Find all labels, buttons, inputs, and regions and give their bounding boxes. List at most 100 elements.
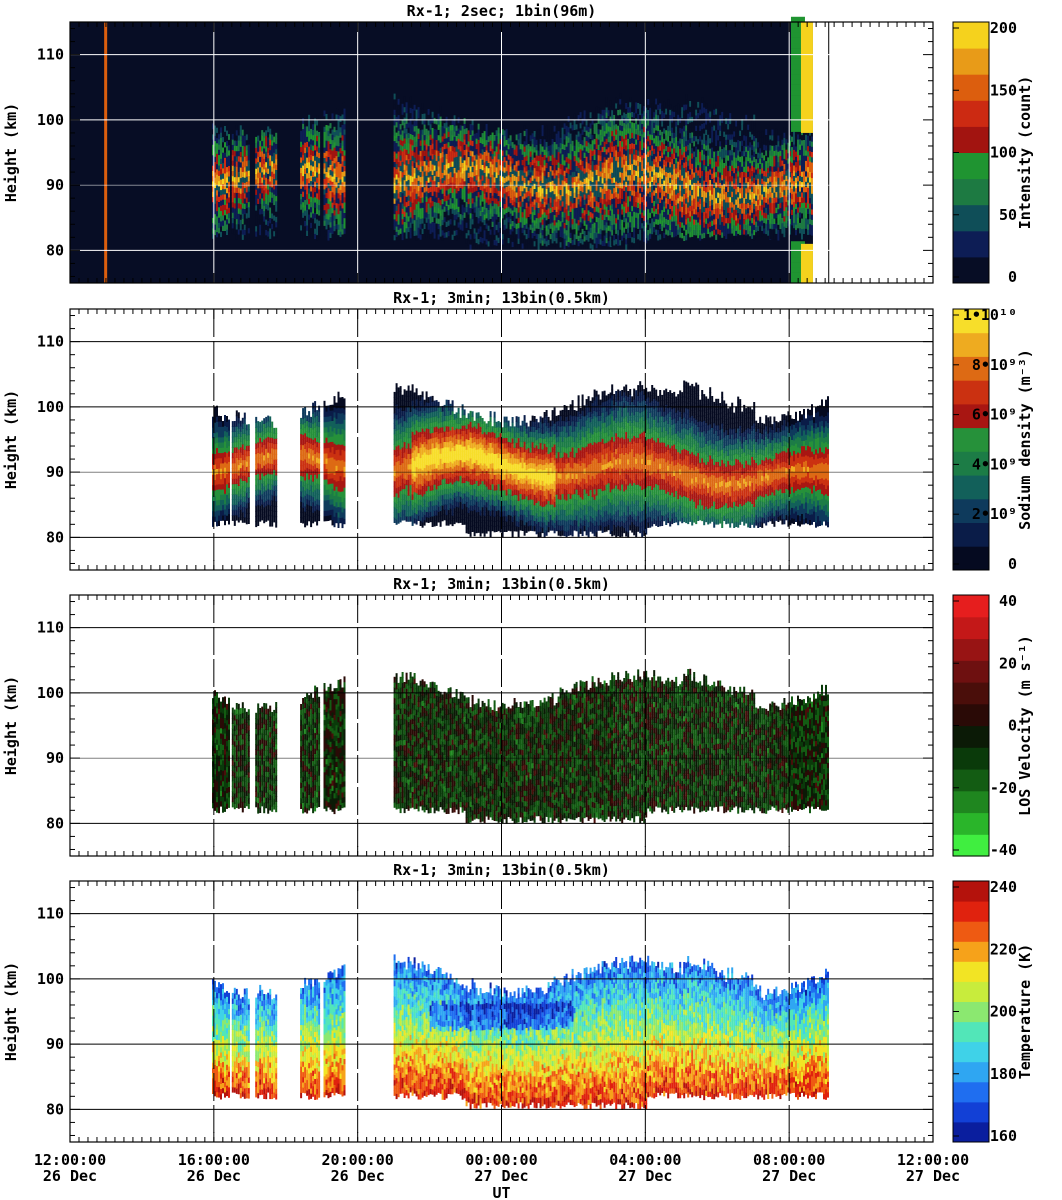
data-cell <box>265 203 267 209</box>
data-cell <box>400 218 402 224</box>
data-cell <box>606 227 608 233</box>
data-cell <box>269 160 271 166</box>
data-cell <box>600 129 602 135</box>
data-cell <box>556 217 558 223</box>
data-cell <box>442 193 444 199</box>
data-cell <box>480 210 482 216</box>
data-cell <box>328 219 330 225</box>
data-cell <box>273 158 275 164</box>
data-cell <box>598 155 600 161</box>
data-cell <box>420 229 422 235</box>
data-cell <box>675 142 677 148</box>
data-cell <box>613 219 615 225</box>
data-cell <box>598 129 600 135</box>
data-cell <box>342 161 344 167</box>
data-cell <box>265 188 267 194</box>
data-cell <box>683 225 685 231</box>
data-cell <box>462 126 464 132</box>
data-cell <box>472 135 474 141</box>
data-cell <box>689 200 691 206</box>
data-cell <box>711 194 713 200</box>
data-cell <box>512 158 514 164</box>
data-cell <box>633 159 635 165</box>
data-cell <box>458 191 460 197</box>
data-cell <box>308 230 310 236</box>
data-cell <box>528 154 530 160</box>
data-cell <box>472 156 474 162</box>
data-cell <box>424 145 426 151</box>
data-cell <box>428 135 430 141</box>
data-cell <box>394 188 396 194</box>
data-cell <box>689 169 691 175</box>
data-cell <box>713 151 715 157</box>
data-cell <box>410 133 412 139</box>
data-cell <box>536 212 538 218</box>
data-cell <box>426 217 428 223</box>
data-cell <box>216 216 218 222</box>
data-cell <box>556 206 558 212</box>
data-cell <box>550 160 552 166</box>
data-cell <box>689 106 691 112</box>
data-cell <box>556 165 558 171</box>
data-cell <box>701 212 703 218</box>
data-cell <box>404 138 406 144</box>
data-cell <box>693 120 695 126</box>
data-cell <box>633 237 635 243</box>
data-cell <box>530 224 532 230</box>
data-cell <box>510 203 512 209</box>
data-cell <box>340 158 342 164</box>
data-cell <box>422 134 424 140</box>
data-cell <box>316 177 318 183</box>
data-cell <box>562 237 564 243</box>
data-cell <box>629 222 631 228</box>
data-cell <box>625 129 627 135</box>
data-cell <box>255 158 257 164</box>
data-cell <box>699 183 701 189</box>
data-cell <box>232 181 234 187</box>
data-cell <box>402 198 404 204</box>
data-cell <box>494 208 496 214</box>
data-cell <box>416 204 418 210</box>
data-cell <box>562 222 564 228</box>
data-cell <box>416 136 418 142</box>
data-cell <box>308 224 310 230</box>
data-cell <box>665 218 667 224</box>
data-cell <box>436 202 438 208</box>
data-cell <box>442 204 444 210</box>
data-cell <box>442 225 444 231</box>
data-cell <box>627 159 629 165</box>
data-cell <box>629 232 631 238</box>
data-cell <box>398 130 400 136</box>
data-cell <box>404 159 406 165</box>
data-cell <box>627 123 629 129</box>
data-cell <box>468 204 470 210</box>
data-cell <box>697 112 699 118</box>
data-cell <box>580 196 582 202</box>
data-cell <box>404 211 406 217</box>
data-cell <box>486 160 488 166</box>
data-cell <box>259 162 261 168</box>
data-cell <box>572 156 574 162</box>
data-cell <box>532 212 534 218</box>
data-cell <box>412 176 414 182</box>
data-cell <box>619 224 621 230</box>
data-cell <box>246 134 248 140</box>
data-cell <box>542 172 544 178</box>
data-cell <box>592 182 594 188</box>
data-cell <box>424 171 426 177</box>
data-cell <box>536 171 538 177</box>
data-cell <box>494 166 496 172</box>
data-cell <box>659 234 661 240</box>
data-cell <box>687 202 689 208</box>
data-cell <box>647 130 649 136</box>
data-cell <box>570 144 572 150</box>
data-cell <box>685 141 687 147</box>
data-cell <box>470 145 472 151</box>
data-cell <box>334 116 336 122</box>
data-cell <box>422 150 424 156</box>
data-cell <box>641 228 643 234</box>
data-cell <box>310 233 312 239</box>
data-cell <box>685 198 687 204</box>
data-cell <box>578 225 580 231</box>
data-cell <box>324 126 326 132</box>
